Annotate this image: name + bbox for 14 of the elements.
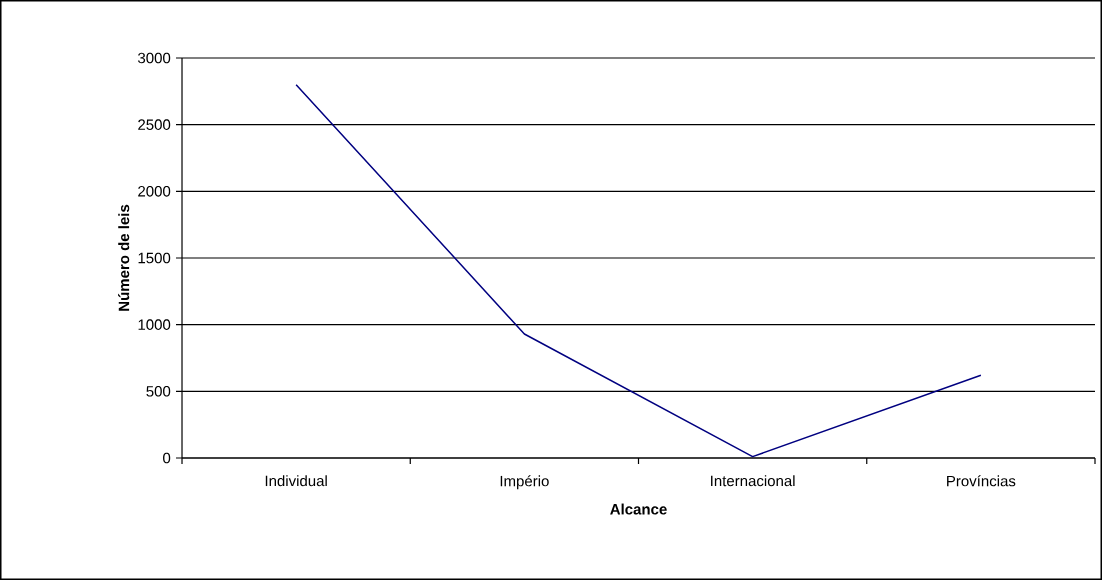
- x-tick-label: Províncias: [947, 475, 1016, 487]
- y-tick-label: 1000: [138, 319, 171, 330]
- y-tick-label: 3000: [138, 52, 171, 64]
- y-tick-label: 2000: [138, 186, 171, 197]
- y-tick-label: 1500: [138, 252, 171, 264]
- line-series: [295, 83, 982, 458]
- y-tick-label: 2500: [138, 119, 171, 130]
- x-tick-label: Império: [500, 475, 549, 490]
- x-tick-label: Individual: [265, 475, 327, 487]
- x-axis-title: Alcance: [610, 503, 667, 515]
- y-axis-title: Número de leis: [118, 204, 130, 311]
- y-tick-label: 0: [163, 452, 171, 464]
- x-tick-label: Internacional: [711, 475, 795, 487]
- y-tick-label: 500: [146, 386, 171, 397]
